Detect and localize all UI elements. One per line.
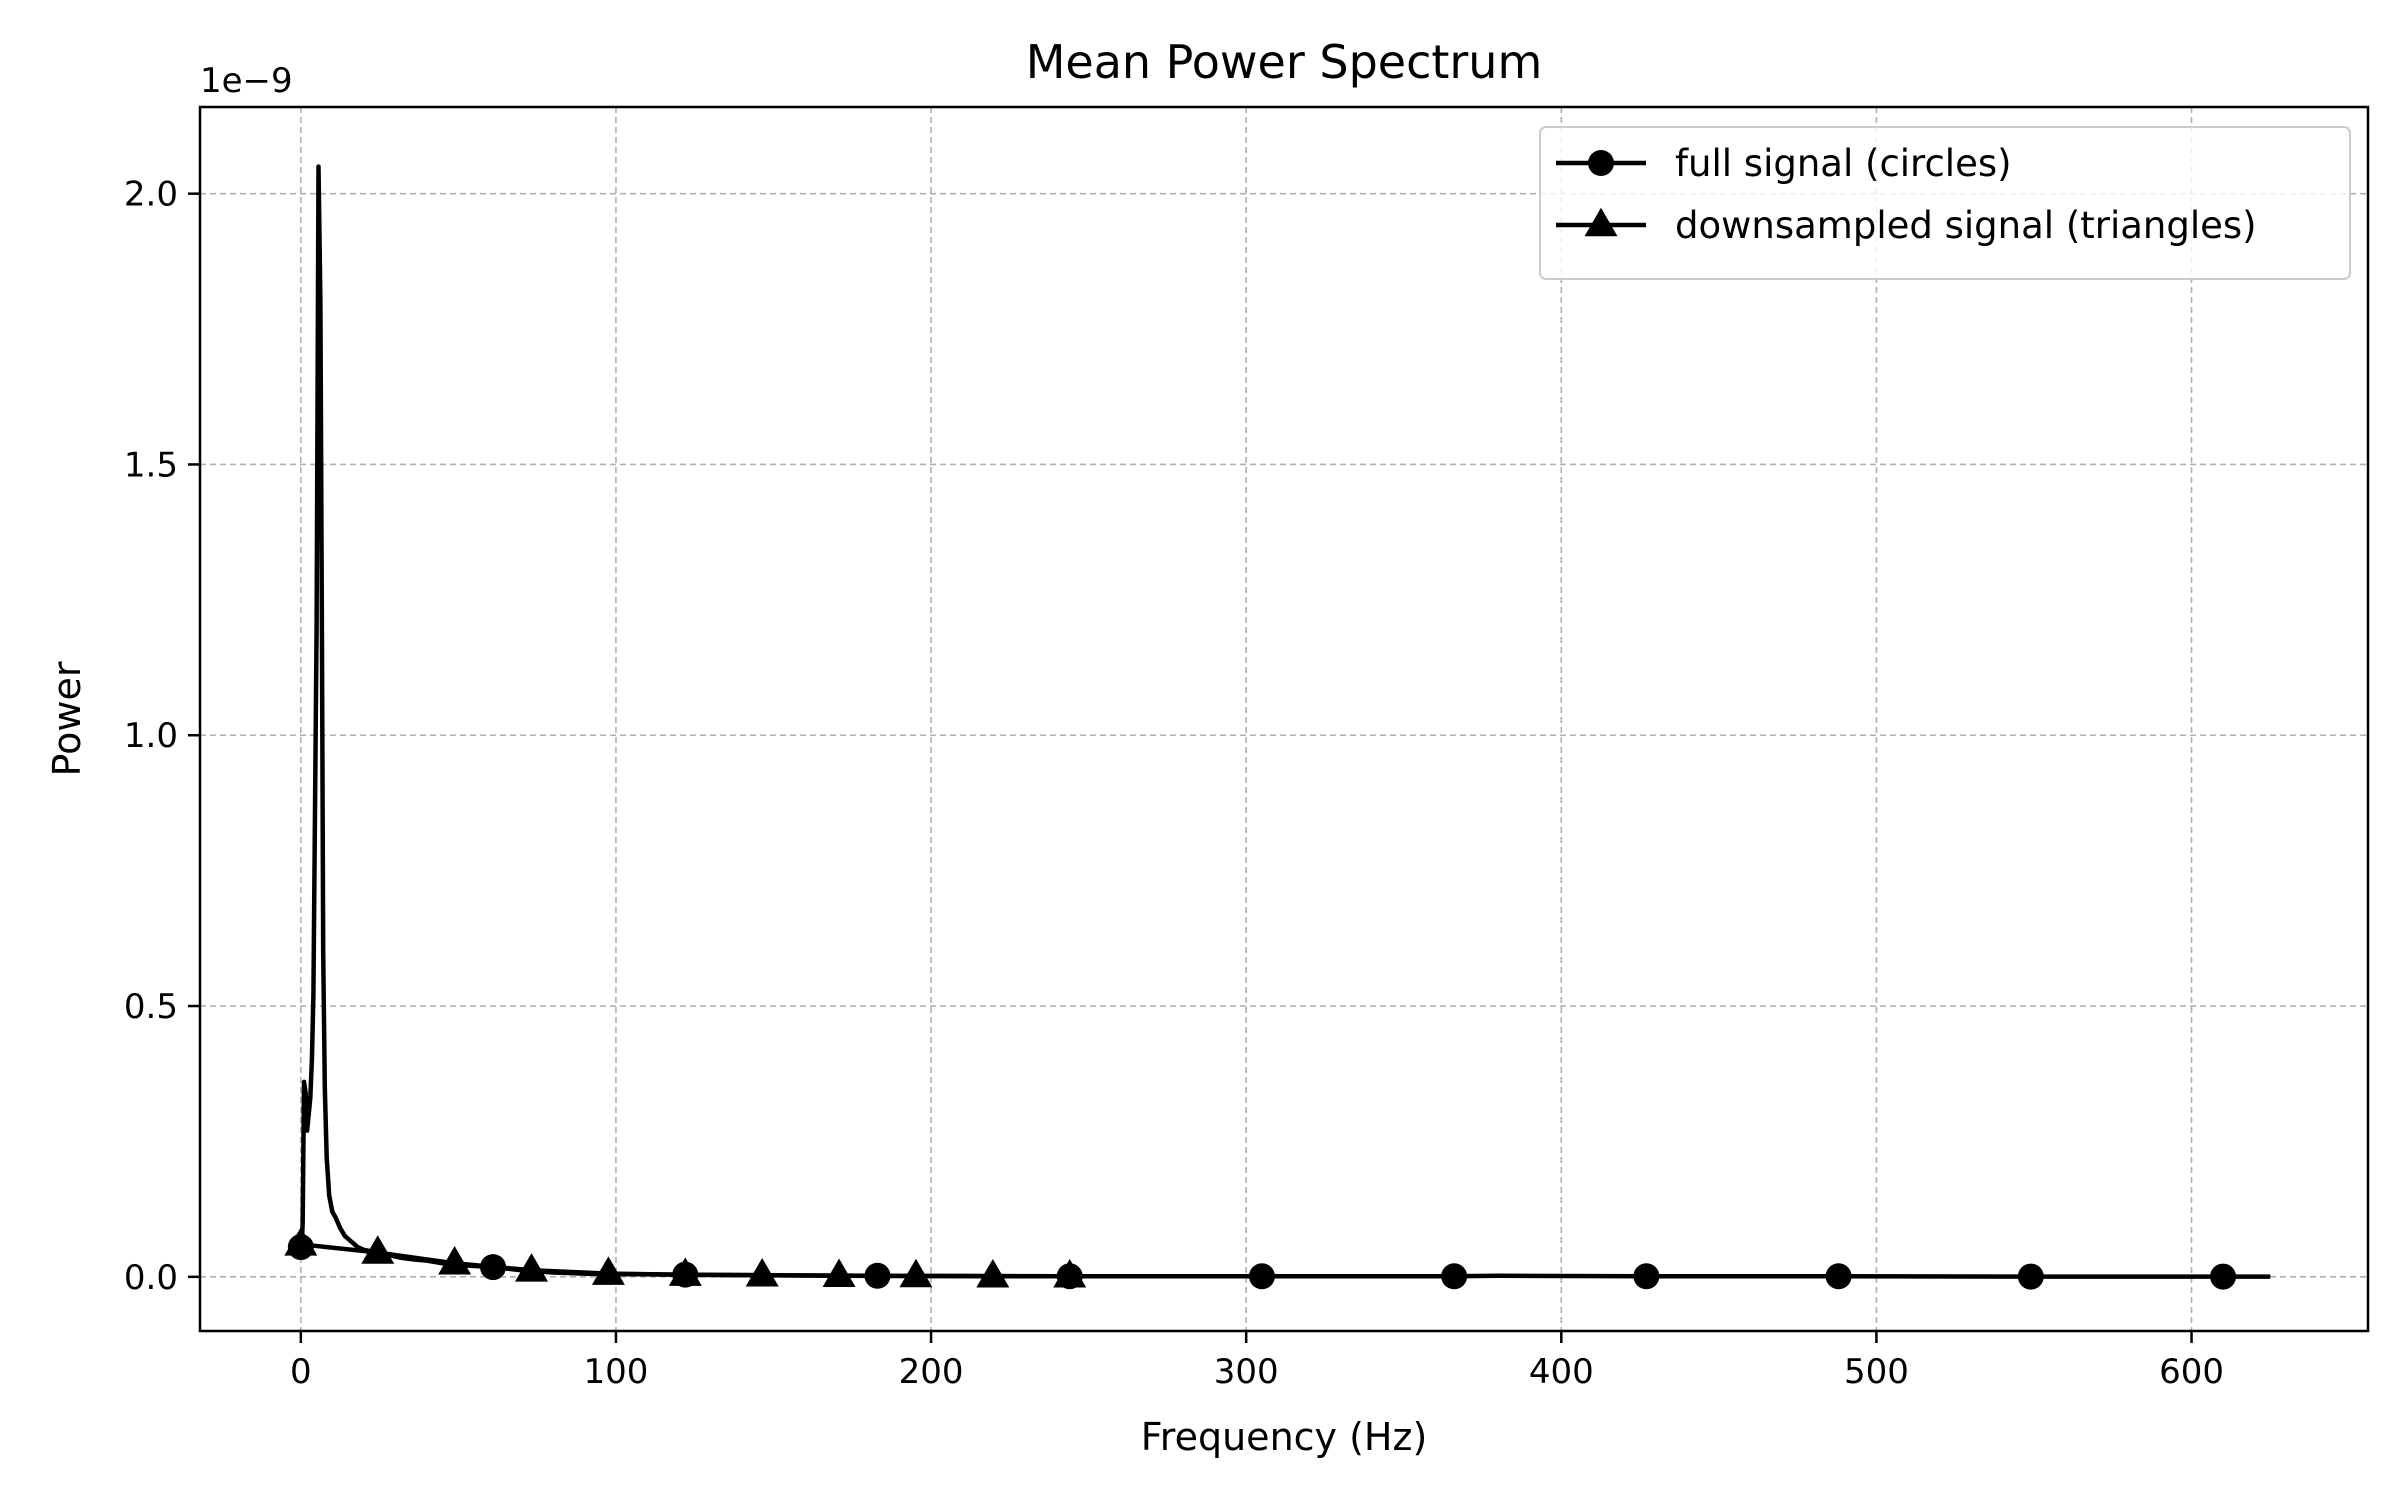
triangle-marker (592, 1256, 625, 1285)
axis-ticks: 0 100 200 300 400 500 600 0.0 0.5 1.0 1.5 2.0 (124, 175, 2224, 1392)
x-tick-label: 500 (1844, 1352, 1909, 1392)
series-line-circle (301, 167, 2271, 1277)
y-axis-label: Power (45, 661, 89, 776)
y-tick-label: 1.0 (124, 716, 178, 756)
y-tick-label: 1.5 (124, 445, 178, 485)
y-axis-offset-label: 1e−9 (200, 61, 293, 101)
circle-marker (1826, 1263, 1852, 1289)
circle-marker (2210, 1264, 2236, 1290)
circle-marker (1441, 1263, 1467, 1289)
circle-marker (1249, 1263, 1275, 1289)
series-circle (288, 167, 2270, 1290)
legend: full signal (circles) downsampled signal … (1540, 127, 2350, 279)
x-tick-label: 100 (584, 1352, 649, 1392)
grid-lines (200, 107, 2368, 1331)
chart-title: Mean Power Spectrum (1026, 35, 1543, 89)
y-tick-label: 0.5 (124, 987, 178, 1027)
x-tick-label: 400 (1529, 1352, 1594, 1392)
circle-marker (2018, 1264, 2044, 1290)
plot-frame (200, 107, 2368, 1331)
x-axis-label: Frequency (Hz) (1141, 1415, 1428, 1459)
x-tick-label: 200 (899, 1352, 964, 1392)
y-tick-label: 0.0 (124, 1258, 178, 1298)
circle-marker (1633, 1263, 1659, 1289)
triangle-marker (976, 1259, 1009, 1288)
triangle-marker (823, 1259, 856, 1288)
y-tick-label: 2.0 (124, 175, 178, 215)
triangle-marker (899, 1259, 932, 1288)
triangle-marker (746, 1258, 779, 1287)
plot-series (284, 167, 2270, 1290)
x-tick-label: 600 (2159, 1352, 2224, 1392)
x-tick-label: 0 (290, 1352, 312, 1392)
legend-circle-marker (1588, 150, 1614, 176)
legend-label: downsampled signal (triangles) (1675, 204, 2257, 247)
legend-label: full signal (circles) (1675, 142, 2012, 185)
series-triangle (284, 1227, 1086, 1287)
x-tick-label: 300 (1214, 1352, 1279, 1392)
